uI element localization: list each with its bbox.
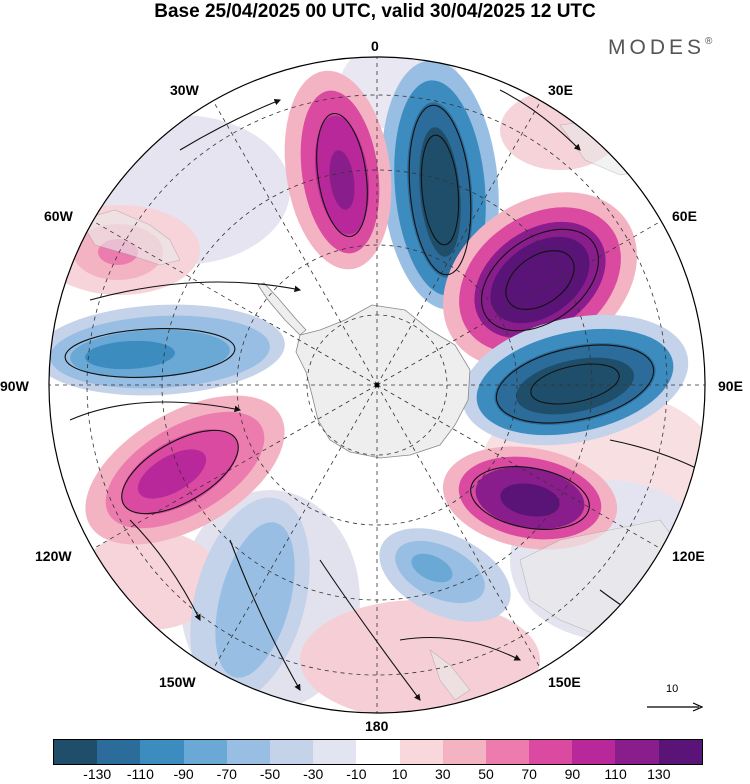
new-zealand-coast — [429, 649, 471, 701]
colorbar-ticks: -130 -110 -90 -70 -50 -30 -10 10 30 50 70 90 110 130 — [0, 766, 750, 784]
lon-label-90w: 90W — [0, 378, 29, 394]
positive-anomaly-20w — [284, 70, 392, 270]
lon-label-180: 180 — [365, 718, 389, 734]
colorbar-segment — [140, 740, 184, 764]
lon-label-60w: 60W — [44, 208, 73, 224]
south-america-coast — [79, 209, 181, 266]
pole-marker — [374, 382, 380, 388]
colorbar-tick-label: 10 — [391, 766, 408, 782]
lon-label-120e: 120E — [672, 548, 705, 564]
lon-label-90e: 90E — [718, 378, 743, 394]
colorbar-segment — [54, 740, 98, 764]
colorbar-tick-label: -130 — [83, 766, 112, 782]
colorbar-tick-label: -90 — [173, 766, 194, 782]
colorbar-tick-label: 90 — [564, 766, 581, 782]
reference-vector-label: 10 — [666, 683, 679, 695]
colorbar-segment — [226, 740, 270, 764]
reference-vector-arrow — [647, 702, 703, 712]
colorbar-segment — [269, 740, 314, 764]
lon-label-0: 0 — [371, 38, 379, 54]
colorbar-tick-label: 50 — [478, 766, 494, 782]
lon-label-30e: 30E — [548, 82, 573, 98]
negative-anomaly-150w — [190, 497, 310, 703]
colorbar-tick-label: 70 — [521, 766, 537, 782]
negative-anomaly-160e — [379, 528, 511, 622]
colorbar-segment — [313, 740, 357, 764]
colorbar-tick-label: -30 — [303, 766, 324, 782]
colorbar-tick-label: 110 — [604, 766, 627, 782]
colorbar-tick-label: -70 — [216, 766, 237, 782]
registered-mark: ® — [705, 36, 713, 47]
colorbar-segment — [97, 740, 141, 764]
colorbar-tick-label: -110 — [126, 766, 154, 782]
modes-logo: MODES® — [608, 36, 712, 60]
colorbar-segment — [658, 740, 702, 764]
colorbar-tick-label: 30 — [435, 766, 451, 782]
antarctica-landmass — [295, 304, 471, 459]
colorbar-segment — [572, 740, 616, 764]
negative-anomaly-85w — [49, 304, 285, 396]
colorbar-segment — [615, 740, 659, 764]
colorbar — [53, 739, 703, 765]
map-title: Base 25/04/2025 00 UTC, valid 30/04/2025… — [154, 1, 596, 22]
colorbar-segment — [356, 740, 400, 764]
negative-anomaly-90e — [461, 314, 689, 446]
logo-text: MODES — [608, 36, 706, 59]
lon-label-150e: 150E — [548, 674, 581, 690]
colorbar-segment — [442, 740, 486, 764]
lon-label-120w: 120W — [35, 548, 72, 564]
colorbar-segment — [183, 740, 227, 764]
lon-label-60e: 60E — [672, 208, 697, 224]
map-content — [49, 57, 705, 713]
colorbar-segment — [529, 740, 573, 764]
lon-label-30w: 30W — [170, 82, 199, 98]
wind-streamlines — [64, 89, 701, 701]
lon-label-150w: 150W — [159, 674, 196, 690]
colorbar-tick-label: 130 — [647, 766, 671, 782]
colorbar-segment — [399, 740, 443, 764]
antarctic-peninsula — [257, 282, 307, 336]
colorbar-tick-label: -10 — [346, 766, 367, 782]
positive-anomaly-30e-60e — [443, 192, 637, 368]
colorbar-segment — [485, 740, 530, 764]
colorbar-tick-label: -50 — [259, 766, 281, 782]
map-border — [48, 56, 706, 714]
